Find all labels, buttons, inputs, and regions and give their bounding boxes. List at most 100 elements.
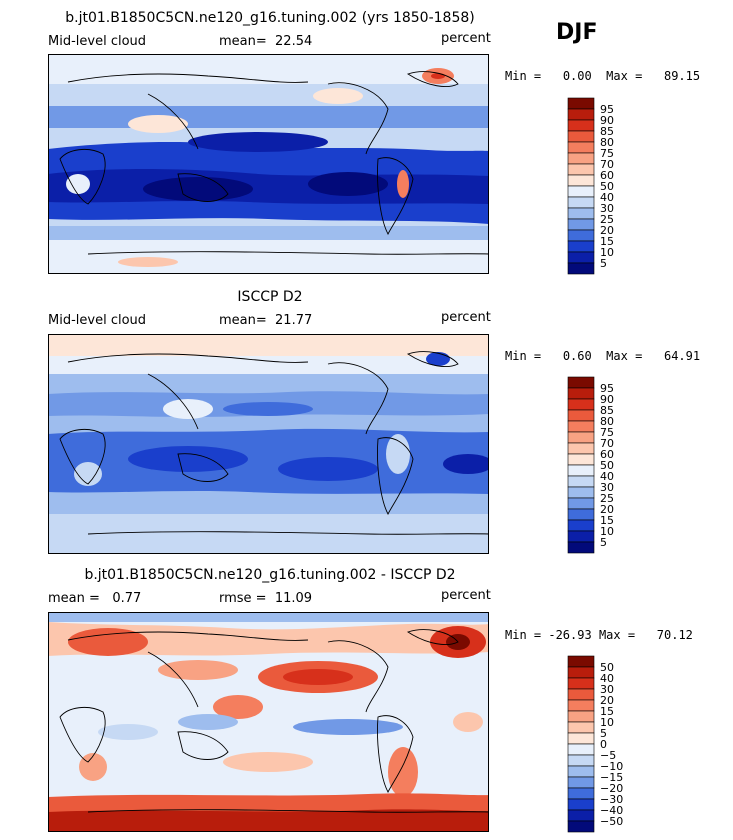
- panel-3-min-label: Min =: [505, 628, 542, 642]
- panel-3-rmse-value: 11.09: [274, 591, 313, 606]
- colorbar-segment: [567, 207, 595, 220]
- colorbar-tick-label: 15: [600, 705, 614, 718]
- colorbar-segment: [567, 655, 595, 668]
- colorbar-tick-label: 90: [600, 114, 614, 127]
- colorbar-segment: [567, 420, 595, 433]
- panel-2-mean: mean= 21.77: [219, 313, 312, 328]
- panel-1-map: [48, 54, 489, 274]
- colorbar-tick-label: 95: [600, 103, 614, 116]
- panel-2-units: percent: [441, 310, 491, 325]
- colorbar-segment: [567, 398, 595, 411]
- panel-3-units: percent: [441, 588, 491, 603]
- colorbar-segment: [567, 442, 595, 455]
- colorbar-tick-label: 85: [600, 125, 614, 138]
- colorbar-tick-label: 95: [600, 382, 614, 395]
- colorbar-tick-label: 25: [600, 213, 614, 226]
- colorbar-segment: [567, 732, 595, 745]
- colorbar-tick-label: 75: [600, 426, 614, 439]
- colorbar-tick-label: 30: [600, 481, 614, 494]
- colorbar-tick-label: 20: [600, 694, 614, 707]
- colorbar-segment: [567, 721, 595, 734]
- colorbar-tick-label: 5: [600, 257, 607, 270]
- panel-3-min-value: -26.93: [548, 628, 592, 642]
- colorbar-tick-label: 5: [600, 536, 607, 549]
- colorbar-segment: [567, 688, 595, 701]
- colorbar-segment: [567, 108, 595, 121]
- panel-2-variable: Mid-level cloud: [48, 313, 147, 328]
- colorbar-tick-label: 20: [600, 224, 614, 237]
- colorbar-tick-label: 20: [600, 503, 614, 516]
- panel-1-min-label: Min =: [505, 69, 542, 83]
- colorbar-segment: [567, 710, 595, 723]
- colorbar-tick-label: 40: [600, 672, 614, 685]
- colorbar-tick-label: 85: [600, 404, 614, 417]
- colorbar-tick-label: 50: [600, 661, 614, 674]
- panel-3-rmse-label: rmse =: [219, 591, 267, 606]
- colorbar-tick-label: 75: [600, 147, 614, 160]
- colorbar-tick-label: 10: [600, 716, 614, 729]
- colorbar-tick-label: 10: [600, 525, 614, 538]
- panel-3-max-value: 70.12: [656, 628, 693, 642]
- colorbar-tick-label: −50: [600, 815, 623, 828]
- colorbar-tick-label: 60: [600, 169, 614, 182]
- colorbar-segment: [567, 677, 595, 690]
- panel-3-title: b.jt01.B1850C5CN.ne120_g16.tuning.002 - …: [84, 567, 456, 583]
- colorbar-segment: [567, 431, 595, 444]
- panel-3-max-label: Max =: [598, 628, 636, 642]
- panel-1-mean: mean= 22.54: [219, 34, 312, 49]
- colorbar-tick-label: 5: [600, 727, 607, 740]
- colorbar-tick-label: 80: [600, 415, 614, 428]
- panel-3-map: [48, 612, 489, 832]
- colorbar-segment: [567, 519, 595, 532]
- colorbar-segment: [567, 218, 595, 231]
- colorbar-tick-label: 25: [600, 492, 614, 505]
- panel-1-minmax: Min = 0.00 Max = 89.15: [505, 69, 700, 83]
- colorbar-tick-label: 40: [600, 470, 614, 483]
- colorbar-tick-label: 15: [600, 235, 614, 248]
- colorbar-segment: [567, 141, 595, 154]
- colorbar-tick-label: 50: [600, 180, 614, 193]
- colorbar-tick-label: 0: [600, 738, 607, 751]
- panel-2-map: [48, 334, 489, 554]
- colorbar-segment: [567, 174, 595, 187]
- panel-1-max-value: 89.15: [663, 69, 701, 83]
- panel-3-rmse: rmse = 11.09: [219, 591, 312, 606]
- colorbar-segment: [567, 754, 595, 767]
- colorbar-segment: [567, 163, 595, 176]
- colorbar-segment: [567, 787, 595, 800]
- colorbar-tick-label: 60: [600, 448, 614, 461]
- panel-2-max-label: Max =: [606, 349, 643, 363]
- colorbar-segment: [567, 229, 595, 242]
- colorbar-segment: [567, 530, 595, 543]
- colorbar-tick-label: −15: [600, 771, 623, 784]
- colorbar-tick-label: 50: [600, 459, 614, 472]
- panel-1-units: percent: [441, 31, 491, 46]
- colorbar-tick-label: 90: [600, 393, 614, 406]
- colorbar-segment: [567, 130, 595, 143]
- panel-2-min-value: 0.60: [562, 349, 592, 363]
- colorbar-segment: [567, 497, 595, 510]
- panel-2-max-value: 64.91: [663, 349, 701, 363]
- colorbar-segment: [567, 699, 595, 712]
- colorbar-segment: [567, 809, 595, 822]
- colorbar-segment: [567, 820, 595, 833]
- panel-1-mean-label: mean=: [219, 34, 267, 49]
- colorbar-segment: [567, 97, 595, 110]
- colorbar-segment: [567, 119, 595, 132]
- colorbar-tick-label: 70: [600, 158, 614, 171]
- panel-2-min-label: Min =: [505, 349, 542, 363]
- panel-2-title: ISCCP D2: [237, 289, 303, 305]
- colorbar-segment: [567, 152, 595, 165]
- colorbar-segment: [567, 798, 595, 811]
- panel-1-min-value: 0.00: [562, 69, 592, 83]
- colorbar-tick-label: −40: [600, 804, 623, 817]
- colorbar-segment: [567, 262, 595, 275]
- colorbar-tick-label: −10: [600, 760, 623, 773]
- colorbar-segment: [567, 666, 595, 679]
- colorbar-segment: [567, 453, 595, 466]
- panel-2-mean-value: 21.77: [275, 313, 313, 328]
- colorbar-segment: [567, 464, 595, 477]
- panel-3-minmax: Min = -26.93 Max = 70.12: [505, 628, 693, 642]
- colorbar-segment: [567, 765, 595, 778]
